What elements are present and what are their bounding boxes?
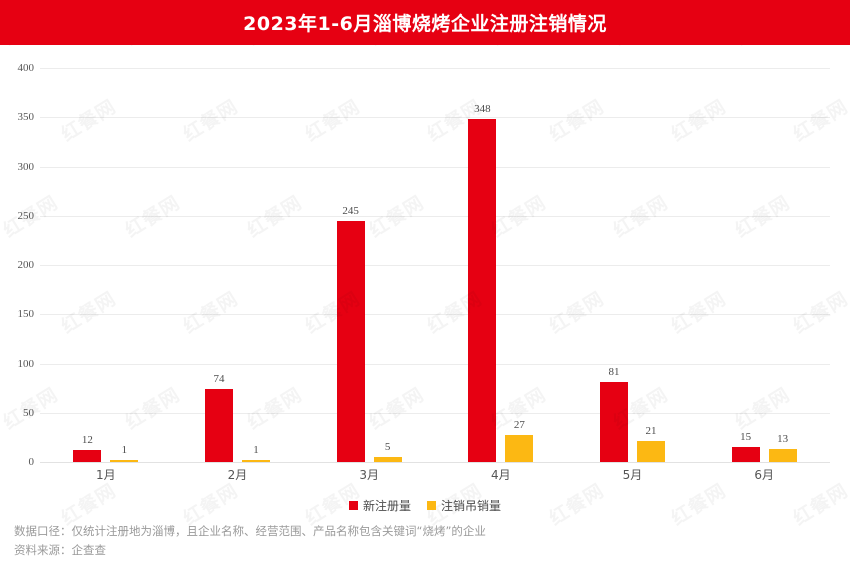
bar-cancellations[interactable] [373,457,402,462]
plot-area: 12 1 74 1 245 5 348 27 81 21 15 13 [40,68,830,463]
bar-value-label: 13 [777,433,789,446]
bar-group: 348 27 [468,68,534,462]
x-axis-tick-label: 3月 [359,468,379,482]
bar-new-registrations[interactable] [205,389,233,462]
bar-value-label: 5 [384,441,391,454]
legend-swatch-icon [348,500,358,510]
x-axis-labels: 1月 2月 3月 4月 5月 6月 [40,466,830,488]
x-axis-tick-label: 2月 [227,468,248,482]
gridline [40,68,830,69]
gridline [40,265,830,266]
bar-cancellations[interactable] [637,441,665,462]
bar-cancellations[interactable] [110,460,139,462]
y-axis-tick-label: 300 [17,160,35,173]
bar-value-label: 12 [81,434,93,447]
footer-notes: 数据口径：仅统计注册地为淄博，且企业名称、经营范围、产品名称包含关键词“烧烤”的… [14,522,834,560]
bar-value-label: 245 [342,204,359,217]
bar-value-label: 1 [253,444,259,456]
gridline [40,412,830,414]
gridline [40,166,830,168]
y-axis-tick-label: 100 [17,357,35,370]
y-axis-tick-label: 0 [28,456,35,468]
bar-value-label: 27 [513,419,525,432]
gridline [40,363,830,365]
bar-value-label: 15 [740,431,752,444]
x-axis-tick-label: 1月 [96,468,116,482]
bar-new-registrations[interactable] [468,119,497,462]
title-banner: 2023年1-6月淄博烧烤企业注册注销情况 [0,0,850,45]
footer-line: 数据口径：仅统计注册地为淄博，且企业名称、经营范围、产品名称包含关键词“烧烤”的… [14,524,486,538]
gridline [40,462,830,463]
bar-value-label: 74 [213,373,225,386]
bar-value-label: 81 [608,366,620,379]
bar-value-label: 1 [121,444,128,456]
y-axis-tick-label: 250 [17,209,35,222]
legend-swatch-icon [427,500,436,510]
y-axis-tick-label: 150 [17,308,35,321]
bar-group: 245 5 [336,68,402,462]
bar-cancellations[interactable] [505,435,534,462]
bar-new-registrations[interactable] [336,220,365,462]
bar-new-registrations[interactable] [600,382,628,462]
x-axis-tick-label: 5月 [622,468,643,482]
bar-new-registrations[interactable] [73,450,102,462]
bar-value-label: 21 [645,425,657,438]
y-axis-tick-label: 400 [17,62,35,74]
gridline [40,314,830,316]
chart-legend: 新注册量 注销吊销量 [0,496,850,514]
bar-group: 74 1 [205,68,270,462]
bar-cancellations[interactable] [242,460,270,462]
bar-series-container: 12 1 74 1 245 5 348 27 81 21 15 13 [40,68,830,462]
gridline [40,215,830,217]
bar-group: 12 1 [73,68,139,462]
x-axis-tick-label: 4月 [491,468,511,482]
y-axis-tick-label: 200 [17,259,35,271]
bar-cancellations[interactable] [768,449,797,462]
gridline [40,117,830,119]
footer-line: 资料来源：企查查 [14,543,106,557]
y-axis-tick-label: 50 [23,406,34,419]
legend-label: 新注册量 [362,498,411,513]
x-axis-tick-label: 6月 [754,468,774,482]
legend-item[interactable]: 新注册量 [348,497,411,514]
bar-group: 81 21 [600,68,665,462]
y-axis-labels: 0 50 100 150 200 250 300 350 400 [0,62,40,468]
legend-label: 注销吊销量 [441,498,502,513]
y-axis-tick-label: 350 [17,111,35,124]
bar-value-label: 348 [474,103,491,116]
page-title: 2023年1-6月淄博烧烤企业注册注销情况 [243,13,607,35]
bar-group: 15 13 [731,68,797,462]
legend-item[interactable]: 注销吊销量 [427,497,501,514]
bar-new-registrations[interactable] [731,447,760,462]
